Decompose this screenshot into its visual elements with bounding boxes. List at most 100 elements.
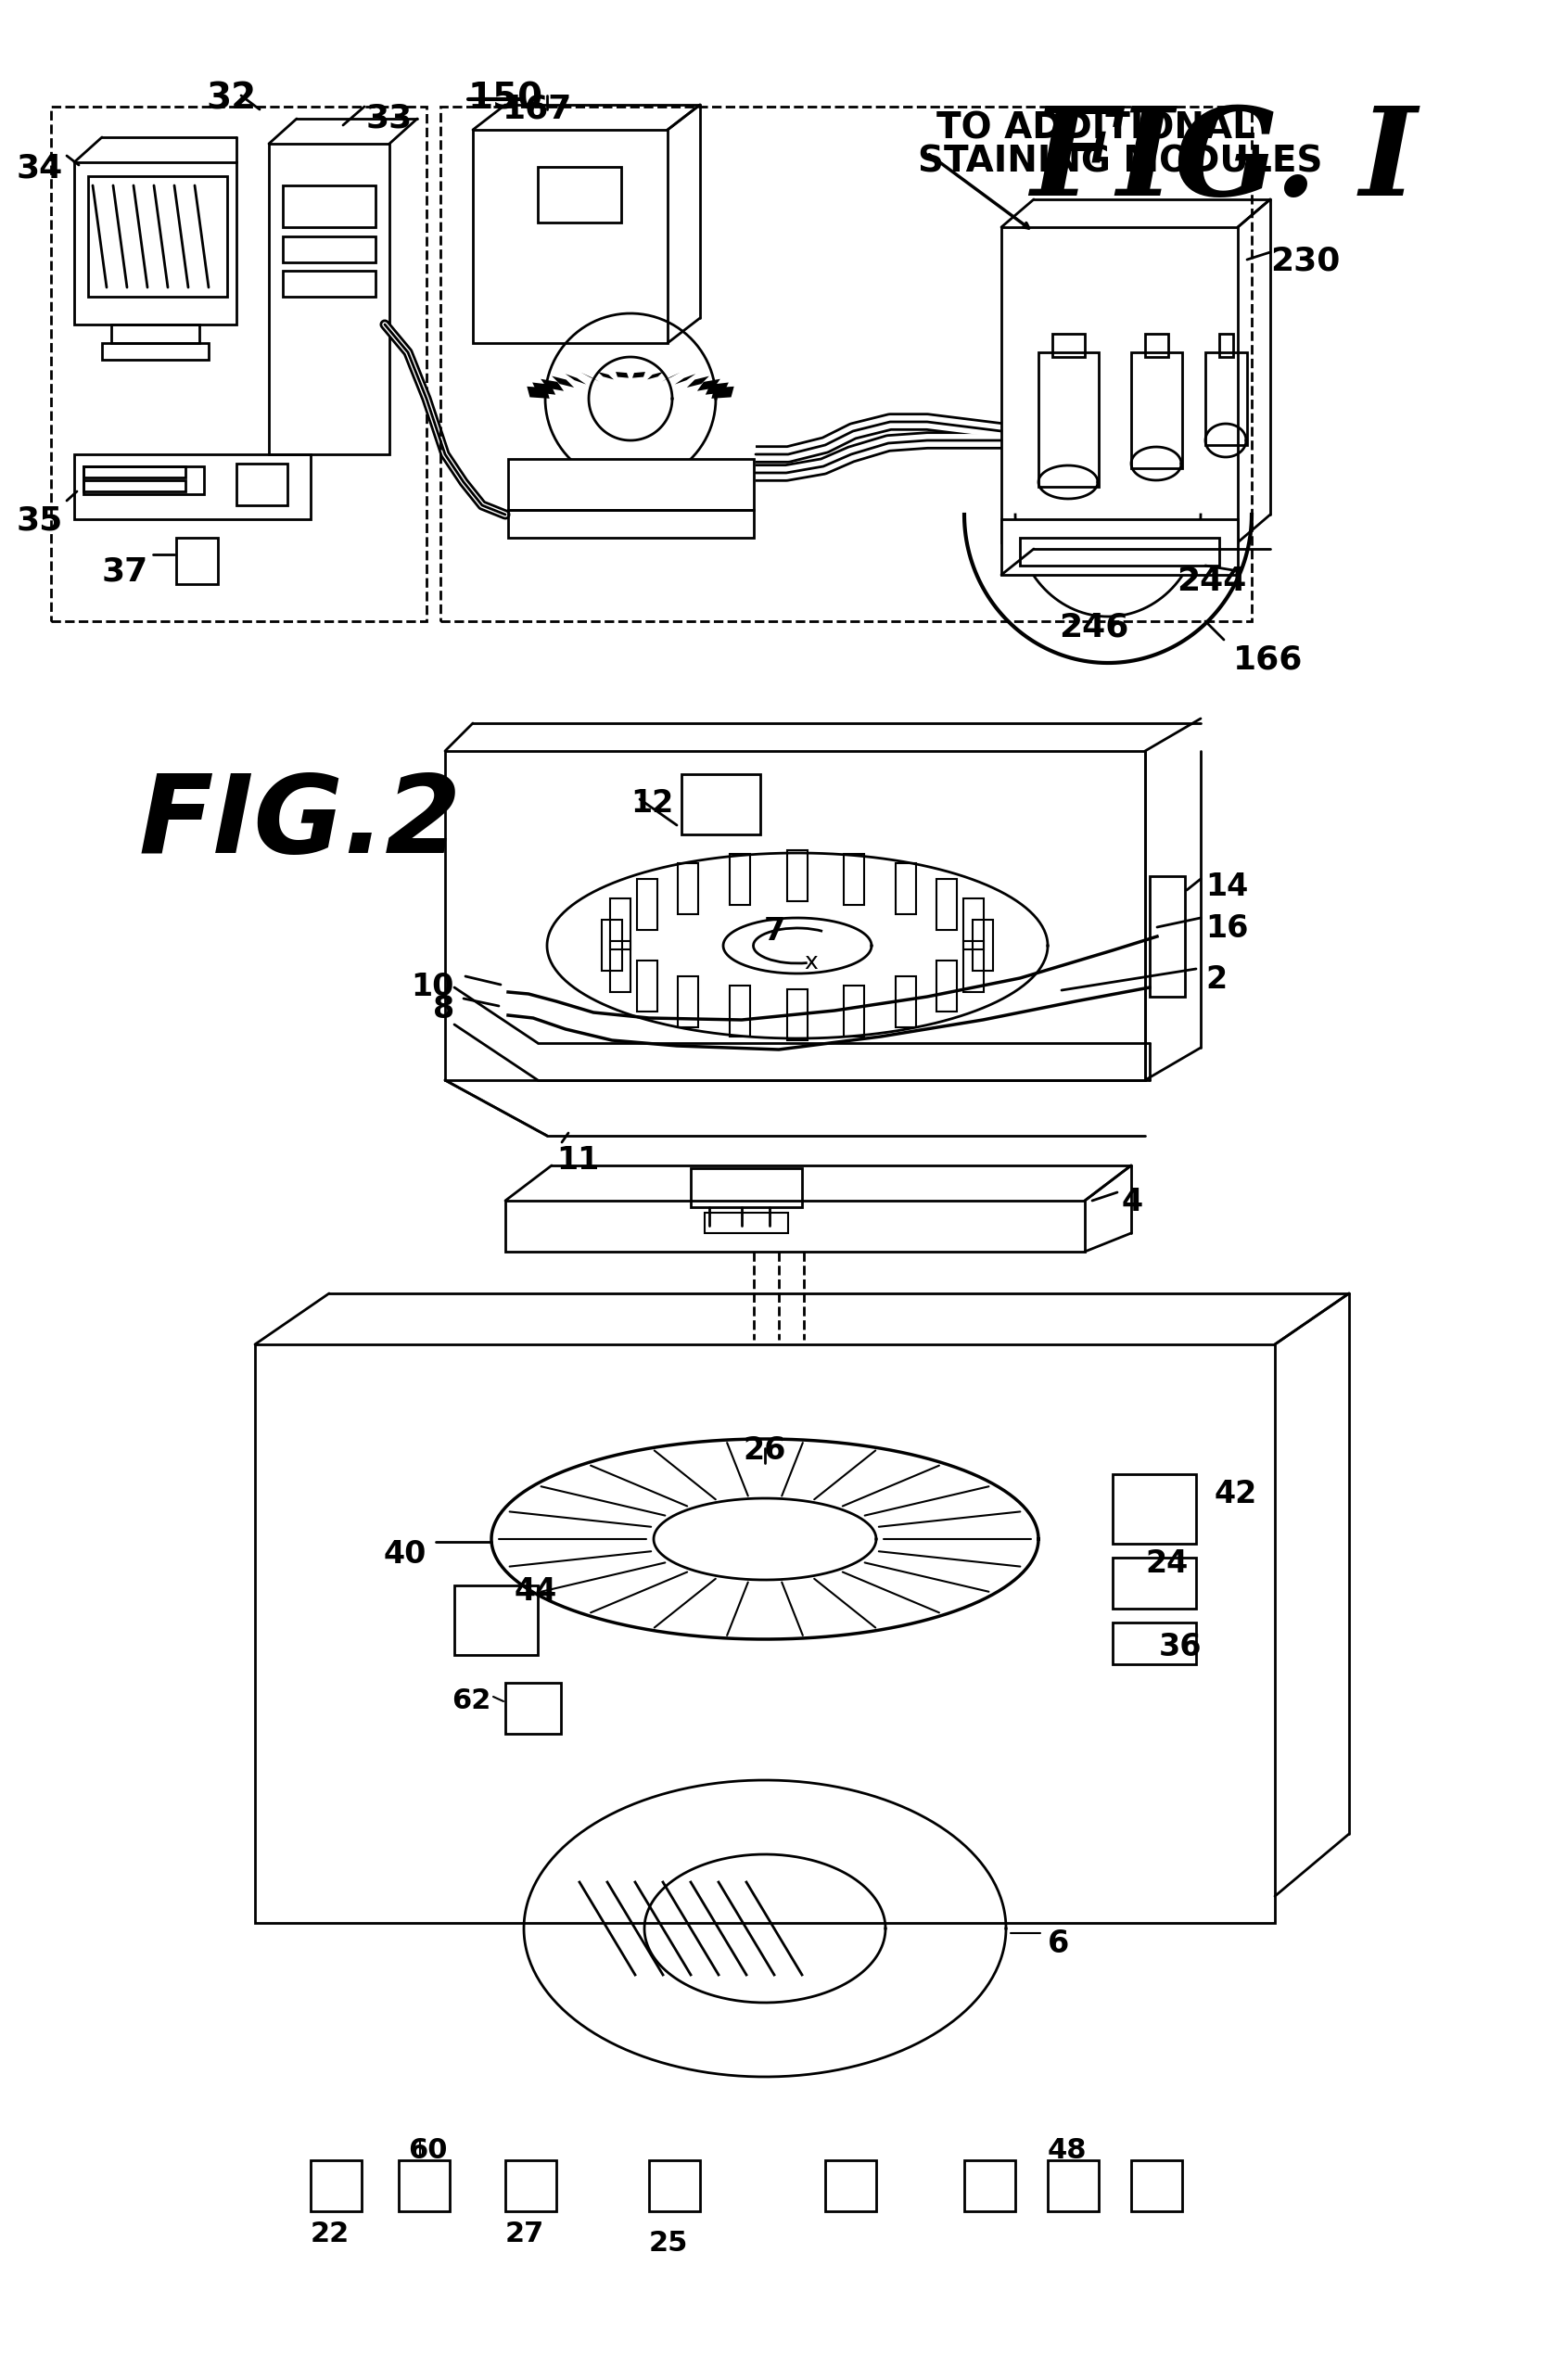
Text: 36: 36 bbox=[1159, 1633, 1201, 1661]
Bar bbox=[691, 1169, 802, 1207]
Bar bbox=[52, 107, 426, 621]
Text: 34: 34 bbox=[17, 152, 63, 186]
Bar bbox=[74, 455, 310, 519]
Bar bbox=[786, 850, 806, 902]
Bar bbox=[678, 976, 698, 1028]
Polygon shape bbox=[597, 371, 614, 378]
Bar bbox=[310, 2161, 362, 2211]
Text: 27: 27 bbox=[504, 2221, 543, 2247]
Bar bbox=[83, 466, 204, 495]
Bar bbox=[282, 271, 376, 298]
Text: 10: 10 bbox=[410, 971, 454, 1002]
Bar bbox=[88, 176, 227, 298]
Bar bbox=[1204, 352, 1247, 445]
Text: 4: 4 bbox=[1121, 1188, 1143, 1216]
Bar bbox=[896, 864, 916, 914]
Polygon shape bbox=[581, 371, 600, 381]
Text: TO ADDITIONAL: TO ADDITIONAL bbox=[936, 112, 1254, 148]
Bar bbox=[282, 236, 376, 262]
Text: 11: 11 bbox=[556, 1145, 598, 1176]
Polygon shape bbox=[540, 378, 564, 390]
Text: 2: 2 bbox=[1204, 964, 1226, 995]
Bar bbox=[454, 1585, 537, 1654]
Bar bbox=[843, 854, 863, 904]
Bar bbox=[269, 143, 390, 455]
Bar bbox=[507, 509, 753, 538]
Text: 16: 16 bbox=[1204, 914, 1248, 945]
Bar bbox=[730, 854, 750, 904]
Polygon shape bbox=[532, 383, 556, 395]
Bar bbox=[1048, 2161, 1098, 2211]
Bar bbox=[83, 481, 185, 490]
Polygon shape bbox=[661, 371, 680, 381]
Bar bbox=[74, 162, 236, 324]
Bar bbox=[537, 167, 620, 221]
Text: 6: 6 bbox=[1048, 1928, 1068, 1959]
Text: 32: 32 bbox=[207, 81, 257, 117]
Bar bbox=[1112, 1473, 1195, 1545]
Bar bbox=[175, 538, 218, 583]
Text: 35: 35 bbox=[17, 505, 63, 538]
Bar bbox=[255, 1345, 1275, 1923]
Bar bbox=[111, 324, 199, 343]
Polygon shape bbox=[675, 374, 695, 386]
Bar bbox=[1001, 519, 1237, 576]
Bar bbox=[1019, 538, 1218, 566]
Bar bbox=[637, 962, 658, 1011]
Bar bbox=[236, 464, 287, 505]
Polygon shape bbox=[633, 371, 645, 378]
Text: 62: 62 bbox=[453, 1687, 492, 1714]
Polygon shape bbox=[615, 371, 628, 378]
Text: 230: 230 bbox=[1270, 245, 1339, 276]
Bar bbox=[843, 985, 863, 1038]
Bar bbox=[1149, 876, 1184, 997]
Bar bbox=[504, 2161, 556, 2211]
Bar bbox=[473, 131, 667, 343]
Text: 60: 60 bbox=[407, 2137, 448, 2163]
Polygon shape bbox=[705, 383, 728, 395]
Bar bbox=[896, 976, 916, 1028]
Polygon shape bbox=[526, 386, 550, 397]
Text: 246: 246 bbox=[1059, 612, 1129, 643]
Text: STAINING MODULES: STAINING MODULES bbox=[918, 143, 1322, 178]
Bar bbox=[1112, 1623, 1195, 1664]
Text: 26: 26 bbox=[742, 1435, 786, 1466]
Text: 42: 42 bbox=[1214, 1478, 1257, 1509]
Text: 44: 44 bbox=[514, 1576, 557, 1606]
Text: 40: 40 bbox=[384, 1540, 426, 1571]
Text: 37: 37 bbox=[102, 557, 149, 588]
Bar bbox=[705, 1214, 788, 1233]
Bar bbox=[825, 2161, 875, 2211]
Bar bbox=[601, 919, 622, 971]
Text: 8: 8 bbox=[432, 995, 454, 1023]
Text: FIG. I: FIG. I bbox=[1030, 102, 1417, 221]
Polygon shape bbox=[647, 371, 662, 378]
Bar bbox=[1218, 333, 1232, 357]
Bar bbox=[730, 985, 750, 1038]
Bar bbox=[609, 940, 630, 992]
Polygon shape bbox=[551, 376, 573, 388]
Bar bbox=[1052, 333, 1084, 357]
Text: 33: 33 bbox=[366, 102, 412, 133]
Polygon shape bbox=[565, 374, 586, 386]
Bar bbox=[936, 962, 957, 1011]
Text: 24: 24 bbox=[1145, 1549, 1187, 1578]
Bar bbox=[282, 186, 376, 226]
Bar bbox=[609, 897, 630, 950]
Text: 22: 22 bbox=[310, 2221, 349, 2247]
Bar bbox=[1112, 1557, 1195, 1609]
Bar bbox=[936, 878, 957, 931]
Bar bbox=[102, 343, 208, 359]
Text: 244: 244 bbox=[1176, 566, 1247, 597]
Text: 12: 12 bbox=[630, 788, 673, 819]
Bar bbox=[648, 2161, 700, 2211]
Text: 167: 167 bbox=[503, 93, 572, 124]
Bar bbox=[504, 1683, 561, 1733]
Bar bbox=[504, 1200, 1084, 1252]
Bar bbox=[507, 459, 753, 509]
Bar bbox=[972, 919, 993, 971]
Text: 25: 25 bbox=[648, 2230, 687, 2256]
Bar bbox=[83, 466, 185, 478]
Bar bbox=[1038, 352, 1098, 488]
Text: 48: 48 bbox=[1048, 2137, 1087, 2163]
